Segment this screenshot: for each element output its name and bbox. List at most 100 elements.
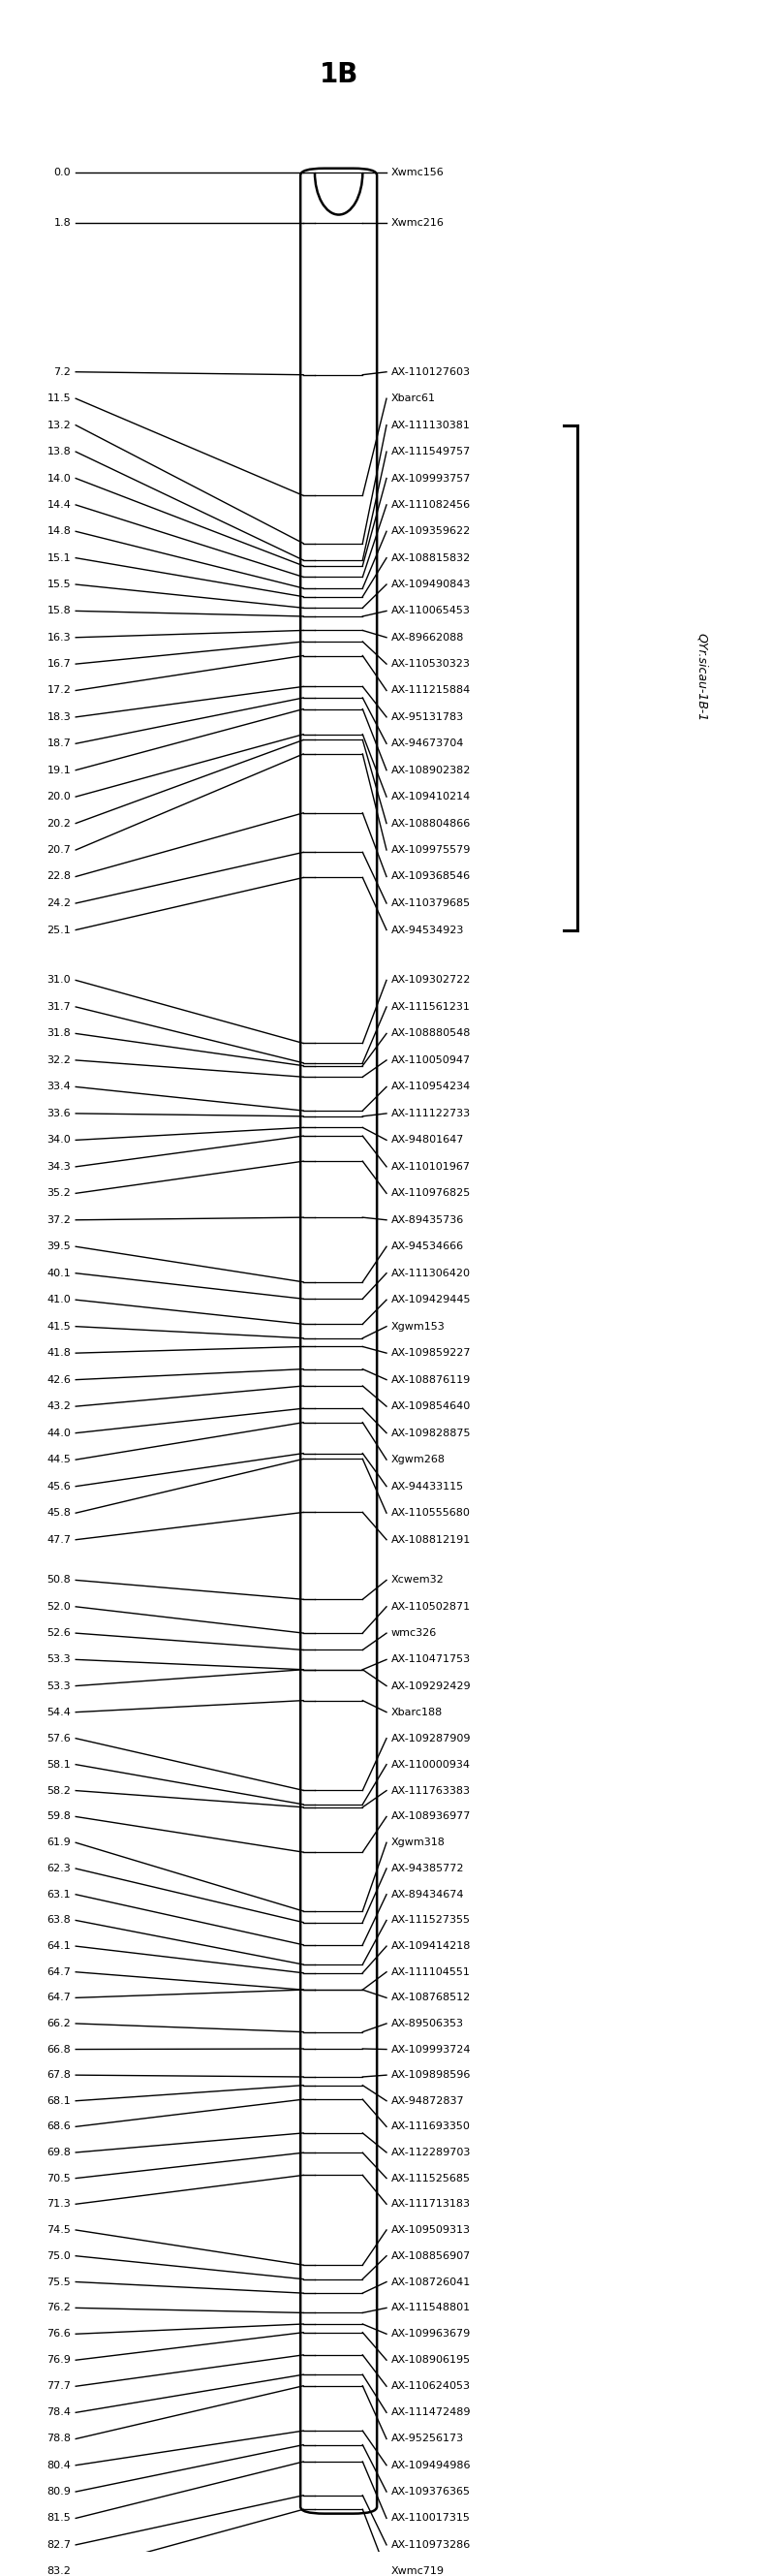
Text: 20.7: 20.7 bbox=[47, 845, 71, 855]
Text: Xwmc216: Xwmc216 bbox=[391, 219, 444, 227]
Text: AX-109410214: AX-109410214 bbox=[391, 791, 471, 801]
Text: 34.3: 34.3 bbox=[47, 1162, 71, 1172]
Text: AX-110973286: AX-110973286 bbox=[391, 2540, 471, 2550]
Text: AX-110954234: AX-110954234 bbox=[391, 1082, 471, 1092]
Text: AX-89506353: AX-89506353 bbox=[391, 2020, 464, 2027]
Text: AX-110101967: AX-110101967 bbox=[391, 1162, 471, 1172]
Text: 22.8: 22.8 bbox=[46, 871, 71, 881]
Text: AX-89434674: AX-89434674 bbox=[391, 1891, 465, 1899]
Text: AX-89435736: AX-89435736 bbox=[391, 1216, 464, 1224]
Text: AX-94673704: AX-94673704 bbox=[391, 739, 465, 750]
Text: AX-109975579: AX-109975579 bbox=[391, 845, 471, 855]
Text: 47.7: 47.7 bbox=[46, 1535, 71, 1546]
Text: AX-111763383: AX-111763383 bbox=[391, 1785, 471, 1795]
Text: 15.1: 15.1 bbox=[47, 554, 71, 562]
Text: 64.7: 64.7 bbox=[47, 1994, 71, 2002]
Text: 50.8: 50.8 bbox=[47, 1577, 71, 1584]
Text: AX-109509313: AX-109509313 bbox=[391, 2226, 471, 2236]
Text: 13.2: 13.2 bbox=[47, 420, 71, 430]
Text: AX-110050947: AX-110050947 bbox=[391, 1056, 471, 1064]
Text: AX-108768512: AX-108768512 bbox=[391, 1994, 471, 2002]
Text: AX-109828875: AX-109828875 bbox=[391, 1427, 472, 1437]
Text: AX-108856907: AX-108856907 bbox=[391, 2251, 471, 2262]
Text: 20.2: 20.2 bbox=[47, 819, 71, 827]
Text: 58.2: 58.2 bbox=[47, 1785, 71, 1795]
Text: 64.7: 64.7 bbox=[47, 1968, 71, 1976]
Text: 52.6: 52.6 bbox=[47, 1628, 71, 1638]
Text: Xgwm268: Xgwm268 bbox=[391, 1455, 445, 1466]
Text: 59.8: 59.8 bbox=[47, 1811, 71, 1821]
Text: 83.2: 83.2 bbox=[47, 2566, 71, 2576]
Text: 81.5: 81.5 bbox=[47, 2514, 71, 2522]
Text: AX-110379685: AX-110379685 bbox=[391, 899, 471, 909]
Text: 66.8: 66.8 bbox=[47, 2045, 71, 2053]
Text: 11.5: 11.5 bbox=[47, 394, 71, 404]
Text: 78.4: 78.4 bbox=[46, 2409, 71, 2416]
Text: AX-94534923: AX-94534923 bbox=[391, 925, 465, 935]
Text: Xcwem32: Xcwem32 bbox=[391, 1577, 444, 1584]
Text: AX-108902382: AX-108902382 bbox=[391, 765, 471, 775]
Text: AX-108815832: AX-108815832 bbox=[391, 554, 471, 562]
Text: AX-111122733: AX-111122733 bbox=[391, 1108, 471, 1118]
Text: AX-111561231: AX-111561231 bbox=[391, 1002, 471, 1012]
Text: 75.5: 75.5 bbox=[47, 2277, 71, 2287]
Text: 39.5: 39.5 bbox=[47, 1242, 71, 1252]
Text: 31.8: 31.8 bbox=[47, 1028, 71, 1038]
Text: AX-111472489: AX-111472489 bbox=[391, 2409, 472, 2416]
Text: 13.8: 13.8 bbox=[47, 446, 71, 456]
Text: Xgwm318: Xgwm318 bbox=[391, 1837, 445, 1847]
Text: 75.0: 75.0 bbox=[47, 2251, 71, 2262]
Text: AX-110471753: AX-110471753 bbox=[391, 1654, 471, 1664]
Text: AX-110017315: AX-110017315 bbox=[391, 2514, 471, 2522]
Text: 42.6: 42.6 bbox=[47, 1376, 71, 1383]
Text: AX-108880548: AX-108880548 bbox=[391, 1028, 471, 1038]
Text: AX-111306420: AX-111306420 bbox=[391, 1267, 471, 1278]
Text: AX-111548801: AX-111548801 bbox=[391, 2303, 471, 2313]
Text: AX-110555680: AX-110555680 bbox=[391, 1507, 471, 1517]
Text: AX-110127603: AX-110127603 bbox=[391, 366, 471, 376]
Text: AX-94872837: AX-94872837 bbox=[391, 2097, 465, 2105]
Text: 16.7: 16.7 bbox=[47, 659, 71, 670]
Text: AX-109993757: AX-109993757 bbox=[391, 474, 471, 484]
Text: AX-109429445: AX-109429445 bbox=[391, 1296, 472, 1303]
Text: Xgwm153: Xgwm153 bbox=[391, 1321, 445, 1332]
Text: 82.7: 82.7 bbox=[46, 2540, 71, 2550]
Text: Xwmc156: Xwmc156 bbox=[391, 167, 444, 178]
Text: 14.0: 14.0 bbox=[47, 474, 71, 484]
Text: AX-94801647: AX-94801647 bbox=[391, 1136, 465, 1144]
Text: AX-108804866: AX-108804866 bbox=[391, 819, 471, 827]
Text: AX-108812191: AX-108812191 bbox=[391, 1535, 471, 1546]
Text: AX-94534666: AX-94534666 bbox=[391, 1242, 464, 1252]
Text: 54.4: 54.4 bbox=[47, 1708, 71, 1718]
Text: AX-89662088: AX-89662088 bbox=[391, 634, 465, 641]
Text: AX-95256173: AX-95256173 bbox=[391, 2434, 464, 2445]
Text: Xwmc719: Xwmc719 bbox=[391, 2566, 444, 2576]
Text: AX-95131783: AX-95131783 bbox=[391, 711, 464, 721]
Text: 78.8: 78.8 bbox=[46, 2434, 71, 2445]
Text: 63.1: 63.1 bbox=[47, 1891, 71, 1899]
Text: AX-109359622: AX-109359622 bbox=[391, 526, 471, 536]
Text: 71.3: 71.3 bbox=[47, 2200, 71, 2210]
Text: 31.7: 31.7 bbox=[47, 1002, 71, 1012]
Text: 32.2: 32.2 bbox=[47, 1056, 71, 1064]
Text: 57.6: 57.6 bbox=[47, 1734, 71, 1744]
Text: 31.0: 31.0 bbox=[47, 976, 71, 984]
Text: 35.2: 35.2 bbox=[47, 1188, 71, 1198]
Text: AX-111082456: AX-111082456 bbox=[391, 500, 471, 510]
Text: 58.1: 58.1 bbox=[47, 1759, 71, 1770]
Text: AX-111527355: AX-111527355 bbox=[391, 1917, 471, 1924]
Text: AX-111713183: AX-111713183 bbox=[391, 2200, 471, 2210]
Text: 41.5: 41.5 bbox=[47, 1321, 71, 1332]
Text: 0.0: 0.0 bbox=[54, 167, 71, 178]
Text: AX-94385772: AX-94385772 bbox=[391, 1862, 465, 1873]
Text: 67.8: 67.8 bbox=[47, 2071, 71, 2079]
Text: 52.0: 52.0 bbox=[47, 1602, 71, 1613]
Text: AX-108726041: AX-108726041 bbox=[391, 2277, 471, 2287]
Text: AX-109368546: AX-109368546 bbox=[391, 871, 471, 881]
Text: 15.5: 15.5 bbox=[47, 580, 71, 590]
Text: AX-110065453: AX-110065453 bbox=[391, 605, 471, 616]
Text: 14.8: 14.8 bbox=[47, 526, 71, 536]
Text: AX-108876119: AX-108876119 bbox=[391, 1376, 471, 1383]
Text: 15.8: 15.8 bbox=[47, 605, 71, 616]
Text: AX-109859227: AX-109859227 bbox=[391, 1347, 472, 1358]
